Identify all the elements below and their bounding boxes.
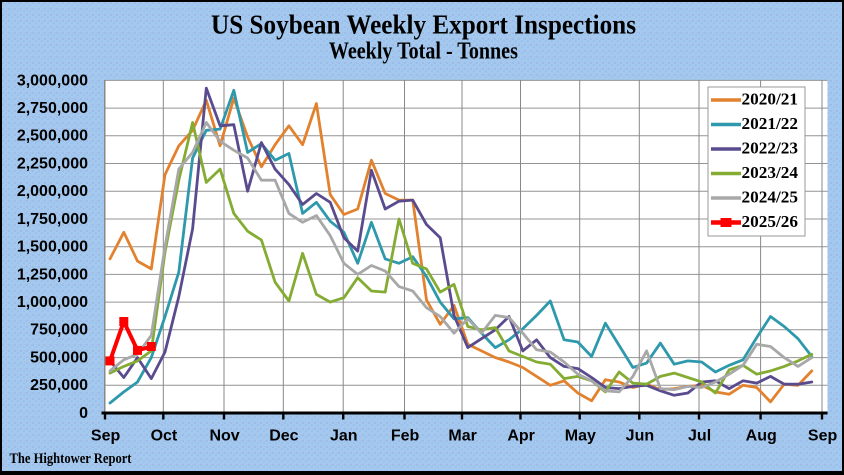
svg-text:Jun: Jun [626,428,654,445]
svg-text:2,250,000: 2,250,000 [17,155,88,172]
svg-text:Sep: Sep [808,428,838,445]
svg-text:Oct: Oct [151,428,178,445]
svg-text:Jan: Jan [330,428,358,445]
svg-text:2020/21: 2020/21 [742,90,799,109]
svg-text:The Hightower Report: The Hightower Report [10,451,132,467]
svg-text:US Soybean Weekly Export Inspe: US Soybean Weekly Export Inspections [211,10,636,40]
svg-text:1,750,000: 1,750,000 [17,211,88,228]
svg-text:1,250,000: 1,250,000 [17,266,88,283]
svg-text:750,000: 750,000 [30,322,88,339]
svg-text:2,500,000: 2,500,000 [17,128,88,145]
svg-text:3,000,000: 3,000,000 [17,72,88,89]
svg-text:1,500,000: 1,500,000 [17,239,88,256]
svg-text:1,000,000: 1,000,000 [17,294,88,311]
svg-text:Weekly Total - Tonnes: Weekly Total - Tonnes [329,39,518,65]
svg-text:Nov: Nov [209,428,239,445]
svg-text:0: 0 [79,405,88,422]
svg-text:Dec: Dec [269,428,298,445]
svg-text:Apr: Apr [507,428,535,445]
svg-text:2022/23: 2022/23 [742,139,799,158]
svg-text:2,750,000: 2,750,000 [17,100,88,117]
svg-text:2025/26: 2025/26 [742,212,799,231]
svg-text:Aug: Aug [746,428,777,445]
svg-text:2024/25: 2024/25 [742,188,799,207]
svg-text:2021/22: 2021/22 [742,114,799,133]
svg-text:500,000: 500,000 [30,350,88,367]
svg-text:Feb: Feb [391,428,420,445]
svg-text:250,000: 250,000 [30,377,88,394]
svg-text:2,000,000: 2,000,000 [17,183,88,200]
svg-text:May: May [565,428,596,445]
svg-text:Mar: Mar [448,428,476,445]
svg-text:Jul: Jul [688,428,711,445]
svg-text:Sep: Sep [91,428,121,445]
svg-text:2023/24: 2023/24 [742,163,799,182]
